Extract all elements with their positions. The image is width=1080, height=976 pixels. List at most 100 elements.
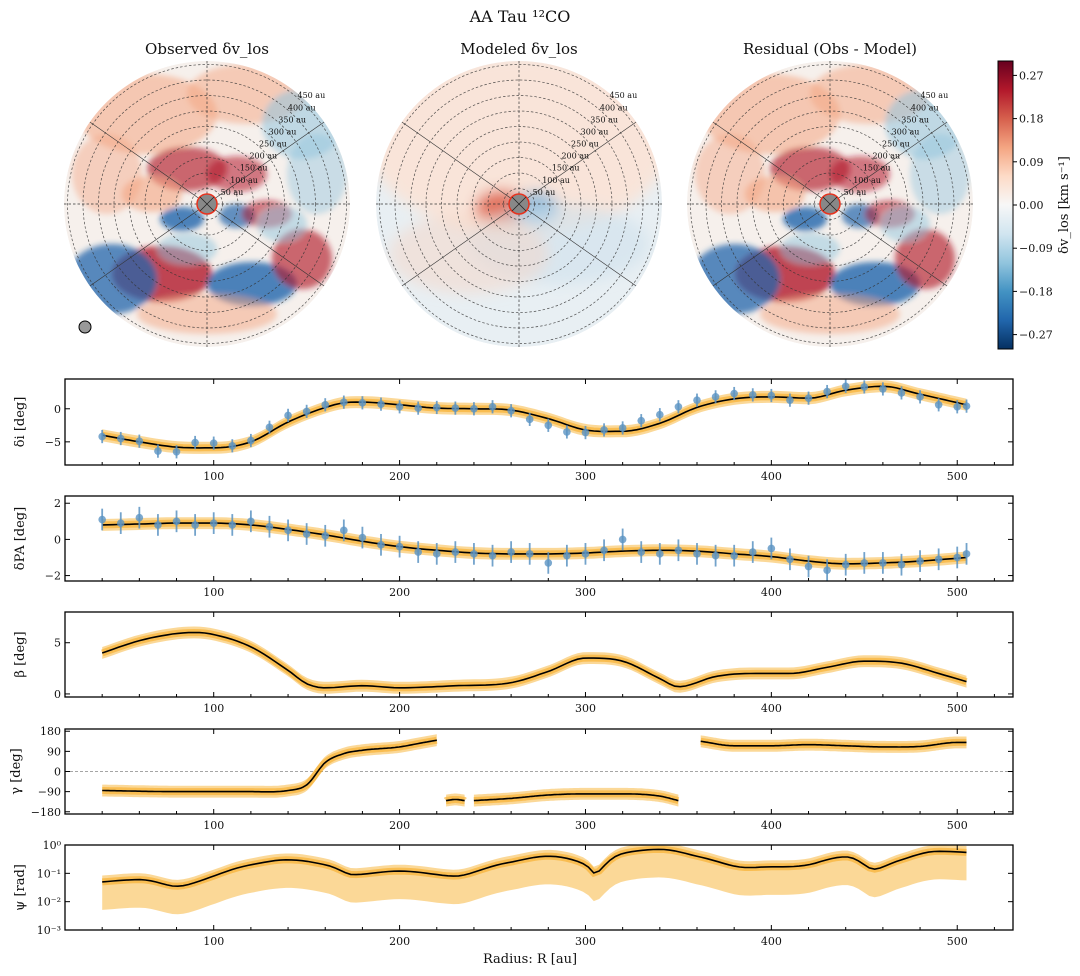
y-tick-label: 0: [54, 533, 61, 546]
data-point: [377, 541, 385, 549]
colorbar-tick-label: −0.09: [1019, 242, 1053, 255]
data-point: [488, 551, 497, 560]
grid-ring: [379, 64, 659, 344]
ring-label: 400 au: [600, 103, 628, 112]
data-point: [674, 546, 683, 555]
data-point: [962, 402, 971, 410]
velocity-blob: [207, 156, 267, 192]
data-point: [860, 559, 869, 567]
data-point: [209, 519, 218, 527]
data-point: [823, 566, 831, 574]
colorbar-tick-label: 0.18: [1019, 113, 1044, 126]
model-line: [101, 631, 967, 689]
beam-marker: [78, 320, 92, 334]
model-line: [102, 522, 967, 565]
data-point: [786, 396, 794, 404]
data-point: [209, 439, 218, 447]
data-point: [116, 519, 125, 527]
x-tick-label: 100: [203, 702, 224, 715]
data-point: [730, 389, 738, 398]
central-mask-cross: [511, 196, 527, 212]
x-tick-label: 300: [575, 702, 596, 715]
data-point: [470, 404, 478, 413]
data-point: [841, 560, 850, 569]
data-point: [302, 530, 311, 538]
data-point: [730, 551, 738, 560]
data-point: [228, 521, 237, 529]
colorbar-tick-label: 0.27: [1019, 69, 1044, 82]
model-line: [102, 848, 967, 888]
velocity-blob: [389, 214, 549, 294]
ring-label: 50 au: [221, 188, 244, 197]
map-title: Residual (Obs - Model): [743, 40, 917, 58]
velocity-blob: [67, 244, 157, 314]
y-tick-label: 90: [47, 745, 61, 758]
data-point: [841, 382, 850, 391]
x-tick-label: 400: [761, 935, 782, 948]
data-point: [804, 562, 813, 571]
data-point: [674, 402, 683, 411]
x-tick-label: 300: [575, 819, 596, 832]
y-axis-label: β [deg]: [13, 631, 28, 677]
data-point: [656, 550, 664, 558]
data-point: [358, 533, 367, 542]
ring-label: 250 au: [259, 140, 287, 149]
data-point: [618, 424, 627, 432]
ring-label: 400 au: [288, 103, 316, 112]
data-point: [265, 522, 274, 531]
x-tick-label: 500: [947, 935, 968, 948]
panel-frame: [64, 611, 1014, 698]
x-tick-label: 100: [203, 586, 224, 599]
data-point: [693, 396, 701, 404]
ring-label: 450 au: [297, 91, 325, 100]
y-axis-label: δi [deg]: [13, 397, 28, 448]
data-point: [414, 404, 422, 412]
panel-frame: [64, 844, 1014, 931]
grid-ring: [175, 172, 239, 236]
data-point: [563, 551, 571, 560]
velocity-blob: [783, 207, 827, 231]
data-point: [600, 546, 608, 555]
x-tick-label: 400: [761, 819, 782, 832]
data-point: [767, 544, 776, 553]
data-point: [340, 398, 348, 406]
data-point: [637, 416, 646, 425]
ring-label: 300 au: [269, 127, 297, 136]
x-tick-label: 500: [947, 470, 968, 483]
panel-frame: [64, 378, 1014, 466]
data-point: [525, 415, 534, 424]
x-tick-label: 300: [575, 935, 596, 948]
velocity-blob: [830, 156, 890, 192]
ring-label: 150 au: [552, 164, 580, 173]
data-point: [302, 407, 311, 416]
map-observed: Observed δv_los 50 au 100 au 150 au 200 au 25…: [64, 40, 350, 347]
data-point: [804, 394, 813, 402]
data-point: [711, 551, 720, 560]
x-axis-label: Radius: R [au]: [483, 952, 577, 967]
data-point: [247, 517, 255, 526]
ring-label: 350 au: [901, 115, 929, 124]
data-point: [488, 402, 497, 411]
data-point: [879, 385, 887, 393]
data-point: [191, 521, 199, 529]
data-point: [581, 550, 590, 558]
x-tick-label: 300: [575, 470, 596, 483]
data-point: [358, 399, 367, 407]
map-modeled: Modeled δv_los 50 au 100 au 150 au 200 au 250…: [376, 40, 662, 347]
grid-ring: [487, 172, 551, 236]
data-point: [525, 550, 534, 558]
ring-label: 200 au: [561, 152, 589, 161]
x-tick-label: 400: [761, 470, 782, 483]
velocity-blob: [287, 134, 347, 214]
grid-ring: [690, 64, 970, 344]
data-point: [247, 436, 255, 445]
ring-label: 150 au: [863, 164, 891, 173]
panel-delta-pa: 100 200 300 400 500 2 0 −2 δPA [deg]: [13, 495, 1014, 599]
colorbar-tick-label: 0.00: [1019, 199, 1044, 212]
x-tick-label: 500: [947, 586, 968, 599]
grid-ring: [721, 95, 939, 313]
panel-gamma: 100 200 300 400 500 180 90 0 −90 −180 γ [deg]: [9, 725, 1014, 832]
data-point: [135, 513, 144, 522]
data-point: [228, 442, 237, 450]
velocity-blob: [830, 262, 920, 306]
